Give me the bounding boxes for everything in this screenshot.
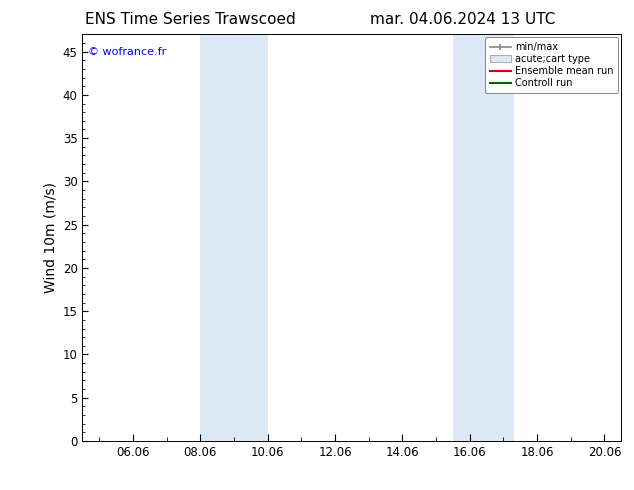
Text: mar. 04.06.2024 13 UTC: mar. 04.06.2024 13 UTC bbox=[370, 12, 555, 27]
Text: © wofrance.fr: © wofrance.fr bbox=[87, 47, 166, 56]
Y-axis label: Wind 10m (m/s): Wind 10m (m/s) bbox=[43, 182, 57, 293]
Bar bbox=[453, 34, 514, 441]
Legend: min/max, acute;cart type, Ensemble mean run, Controll run: min/max, acute;cart type, Ensemble mean … bbox=[485, 37, 618, 93]
Text: ENS Time Series Trawscoed: ENS Time Series Trawscoed bbox=[85, 12, 295, 27]
Bar bbox=[200, 34, 268, 441]
